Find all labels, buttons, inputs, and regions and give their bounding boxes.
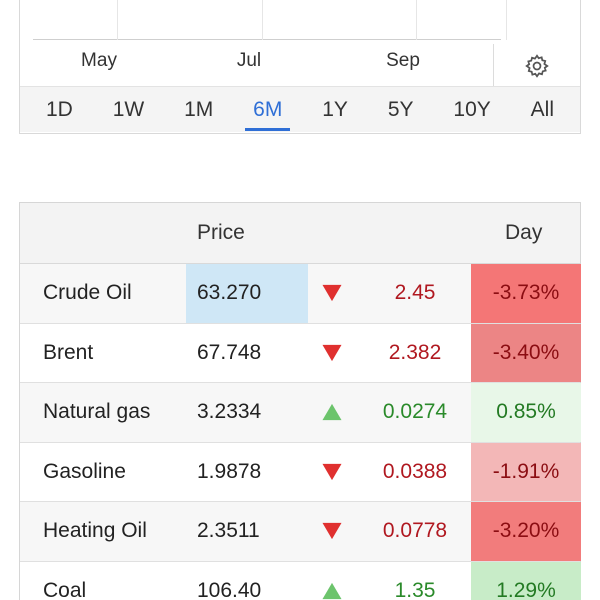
table-row[interactable]: Heating Oil 2.3511 0.0778 -3.20% <box>20 502 581 562</box>
chart-card: May Jul Sep 1D 1W 1M 6M 1Y 5Y 10Y All <box>19 0 581 134</box>
price-value: 1.9878 <box>197 459 262 483</box>
arrow-down-icon <box>322 284 342 302</box>
percent-change-badge: -3.40% <box>471 323 581 382</box>
grid-line <box>416 0 417 40</box>
percent-change-badge: 0.85% <box>471 383 581 442</box>
x-axis-label: Jul <box>236 50 262 71</box>
x-axis-label: May <box>81 50 117 71</box>
range-tab-1d[interactable]: 1D <box>45 97 73 121</box>
change-value: 1.35 <box>394 578 436 600</box>
table-header: Price Day <box>20 203 580 264</box>
range-tab-all[interactable]: All <box>530 97 554 121</box>
commodity-name: Gasoline <box>43 459 126 483</box>
chart-plot-area[interactable] <box>33 0 507 40</box>
commodity-quotes-table: Price Day Crude Oil 63.270 2.45 -3.73% Brent… <box>19 202 581 600</box>
range-tab-1m[interactable]: 1M <box>184 97 214 121</box>
table-row[interactable]: Brent 67.748 2.382 -3.40% <box>20 323 581 383</box>
commodity-name: Brent <box>43 340 94 364</box>
table-row[interactable]: Gasoline 1.9878 0.0388 -1.91% <box>20 442 581 502</box>
grid-line <box>117 0 118 40</box>
change-value: 2.382 <box>388 340 442 364</box>
commodity-name: Crude Oil <box>43 281 132 304</box>
percent-change-badge: -3.20% <box>471 502 581 561</box>
percent-change-badge: -3.73% <box>471 264 581 323</box>
change-value: 0.0274 <box>382 400 448 423</box>
range-tab-10y[interactable]: 10Y <box>453 97 491 121</box>
range-tab-1y[interactable]: 1Y <box>322 97 348 121</box>
price-value: 3.2334 <box>197 400 262 423</box>
column-header-price[interactable]: Price <box>197 221 245 244</box>
change-value: 0.0388 <box>382 459 448 483</box>
table-body: Crude Oil 63.270 2.45 -3.73% Brent 67.748 2.38… <box>20 264 581 600</box>
arrow-down-icon <box>322 522 342 540</box>
gear-icon <box>525 54 549 78</box>
time-range-selector: 1D 1W 1M 6M 1Y 5Y 10Y All <box>20 86 580 132</box>
grid-line <box>506 0 507 40</box>
change-value: 0.0778 <box>382 519 448 542</box>
percent-change-badge: 1.29% <box>471 561 581 600</box>
x-axis-label: Sep <box>386 50 420 71</box>
arrow-down-icon <box>322 344 342 361</box>
arrow-down-icon <box>322 463 342 480</box>
column-header-day[interactable]: Day <box>505 221 543 244</box>
commodity-name: Heating Oil <box>43 519 147 542</box>
range-tab-6m[interactable]: 6M <box>245 98 291 131</box>
arrow-up-icon <box>322 582 342 599</box>
range-tab-5y[interactable]: 5Y <box>387 97 414 121</box>
table-row[interactable]: Coal 106.40 1.35 1.29% <box>20 561 581 600</box>
table-row[interactable]: Crude Oil 63.270 2.45 -3.73% <box>20 264 581 324</box>
price-value: 106.40 <box>197 578 262 600</box>
chart-settings-button[interactable] <box>493 44 580 86</box>
commodity-name: Natural gas <box>43 400 151 423</box>
change-value: 2.45 <box>394 281 436 304</box>
percent-change-badge: -1.91% <box>471 442 581 501</box>
range-tab-1w[interactable]: 1W <box>112 97 145 121</box>
price-value: 63.270 <box>186 264 308 323</box>
commodity-name: Coal <box>43 578 87 600</box>
arrow-up-icon <box>322 403 342 421</box>
table-row[interactable]: Natural gas 3.2334 0.0274 0.85% <box>20 383 581 443</box>
price-value: 2.3511 <box>197 519 260 542</box>
grid-line <box>262 0 263 40</box>
price-value: 67.748 <box>197 340 262 364</box>
